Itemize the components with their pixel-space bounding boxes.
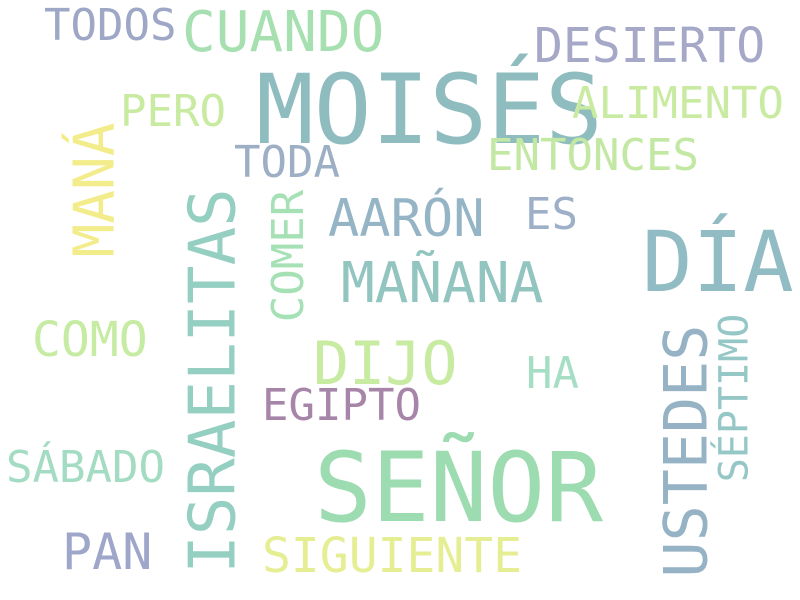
- word-septimo: SÉPTIMO: [711, 313, 758, 483]
- word-como: COMO: [32, 312, 148, 368]
- word-mana: MANÁ: [62, 122, 128, 258]
- word-sabado: SÁBADO: [6, 442, 165, 493]
- word-ha: HA: [526, 348, 579, 399]
- word-manana: MAÑANA: [341, 251, 544, 316]
- word-pan: PAN: [62, 523, 153, 581]
- word-dijo: DIJO: [313, 329, 458, 399]
- word-dia: DÍA: [642, 213, 794, 311]
- word-aaron: AARÓN: [328, 189, 485, 249]
- word-todos: TODOS: [44, 0, 177, 51]
- word-cuando: CUANDO: [182, 0, 385, 65]
- word-siguiente: SIGUIENTE: [262, 528, 523, 584]
- word-toda: TODA: [234, 137, 340, 188]
- word-comer: COMER: [263, 189, 315, 323]
- word-alimento: ALIMENTO: [572, 78, 784, 129]
- word-pero: PERO: [120, 86, 226, 137]
- word-israelitas: ISRAELITAS: [176, 188, 251, 574]
- word-senor: SEÑOR: [314, 432, 603, 544]
- word-desierto: DESIERTO: [534, 18, 766, 74]
- word-ustedes: USTEDES: [651, 324, 722, 578]
- word-moises: MOISÉS: [256, 54, 603, 166]
- word-entonces: ENTONCES: [487, 130, 699, 181]
- word-es: ES: [525, 189, 578, 240]
- word-egipto: EGIPTO: [262, 380, 421, 431]
